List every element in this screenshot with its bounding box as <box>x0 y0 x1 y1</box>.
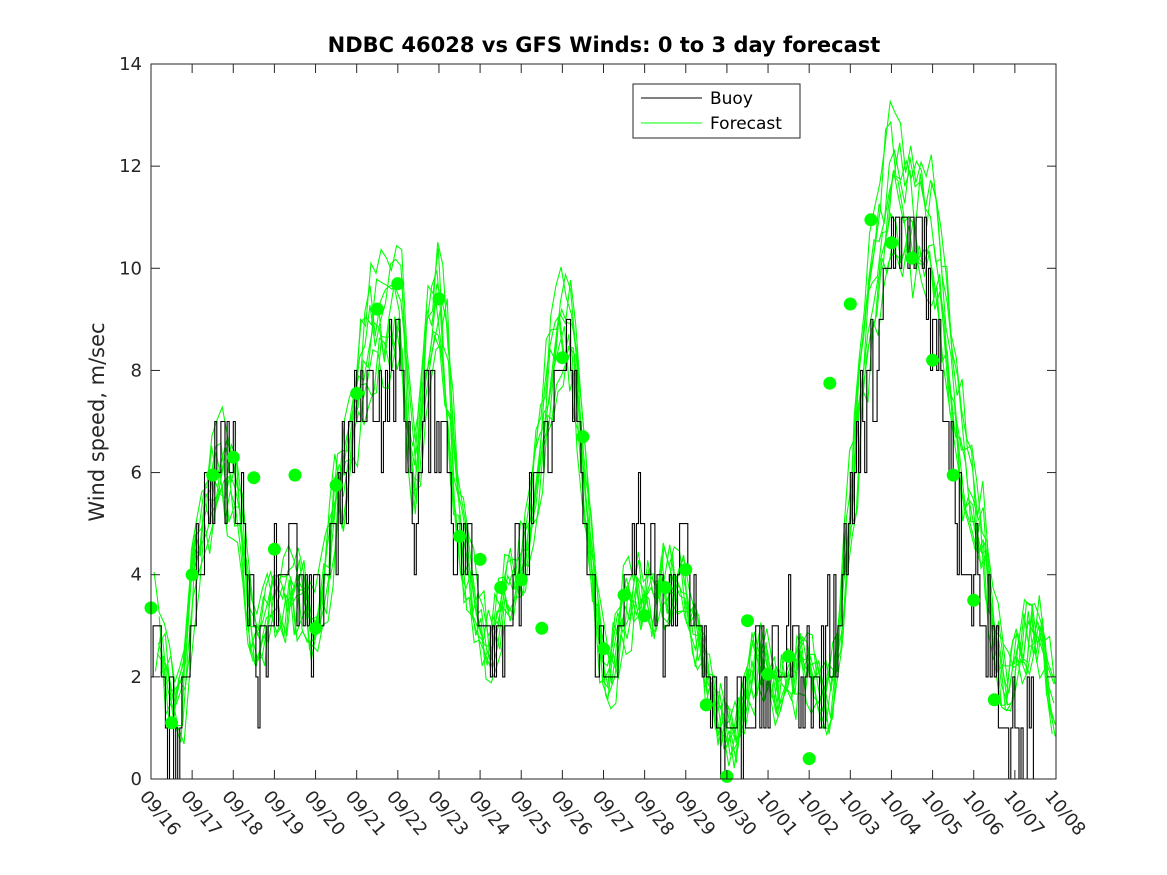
forecast-marker <box>473 552 487 566</box>
forecast-marker <box>329 478 343 492</box>
forecast-marker <box>576 430 590 444</box>
forecast-marker <box>946 468 960 482</box>
forecast-marker <box>555 351 569 365</box>
legend-box <box>632 83 801 139</box>
forecast-marker <box>247 471 261 485</box>
forecast-marker <box>597 642 610 656</box>
forecast-marker <box>350 386 364 400</box>
forecast-marker <box>761 667 775 681</box>
forecast-marker <box>535 621 549 635</box>
legend: Buoy Forecast <box>632 83 801 139</box>
forecast-marker <box>453 529 466 543</box>
forecast-marker <box>638 609 652 623</box>
forecast-marker <box>802 752 816 766</box>
forecast-marker <box>206 468 220 482</box>
plot-area <box>144 99 1056 783</box>
y-tick-label: 8 <box>131 360 142 381</box>
y-tick-label: 12 <box>119 156 142 177</box>
y-axis-label: Wind speed, m/sec <box>85 322 109 521</box>
forecast-marker <box>905 251 919 265</box>
legend-entry-buoy: Buoy <box>710 89 753 109</box>
forecast-marker <box>864 213 878 227</box>
forecast-marker <box>494 581 508 594</box>
forecast-marker <box>267 542 281 556</box>
forecast-marker <box>288 468 302 482</box>
y-tick-label: 14 <box>119 54 142 75</box>
legend-entry-forecast: Forecast <box>710 114 782 134</box>
forecast-line <box>158 148 1055 756</box>
forecast-marker <box>843 297 857 311</box>
forecast-marker <box>391 277 405 291</box>
forecast-marker <box>432 292 446 306</box>
y-tick-label: 4 <box>131 565 142 586</box>
forecast-marker <box>617 588 631 602</box>
forecast-marker <box>926 353 940 367</box>
chart-title: NDBC 46028 vs GFS Winds: 0 to 3 day fore… <box>328 33 881 57</box>
forecast-marker <box>967 593 981 607</box>
forecast-marker <box>658 581 672 594</box>
forecast-marker <box>514 573 528 587</box>
forecast-marker <box>370 302 384 316</box>
forecast-marker <box>741 614 754 628</box>
forecast-marker <box>823 376 837 390</box>
forecast-marker <box>782 649 796 663</box>
forecast-marker <box>185 568 199 582</box>
y-tick-label: 10 <box>119 258 142 279</box>
forecast-marker <box>699 698 713 712</box>
forecast-marker <box>226 450 240 464</box>
y-tick-label: 2 <box>131 667 142 688</box>
y-tick-label: 6 <box>131 463 142 484</box>
y-tick-label: 0 <box>131 769 142 790</box>
forecast-marker <box>165 716 179 730</box>
forecast-marker <box>987 693 1001 707</box>
forecast-marker <box>309 621 322 635</box>
forecast-marker <box>885 236 898 250</box>
forecast-marker <box>679 563 693 577</box>
